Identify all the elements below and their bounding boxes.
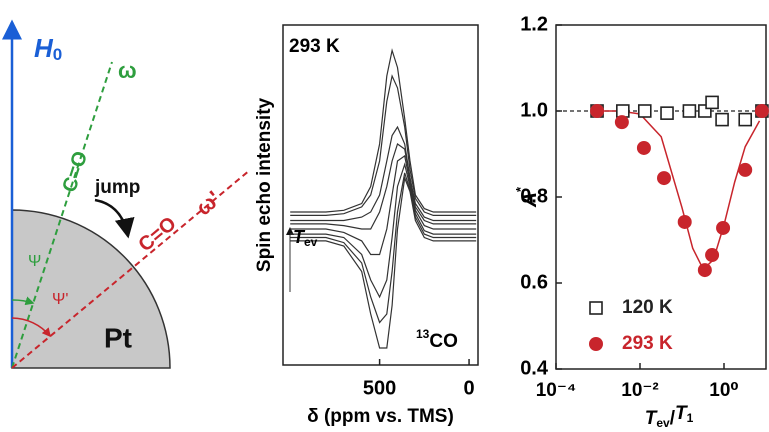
- tev-symbol: T: [293, 227, 306, 247]
- panel-annotation: 293 K: [289, 36, 340, 57]
- green-axis: [11, 61, 113, 369]
- square-marker: [660, 106, 674, 120]
- jump-arrow: [94, 198, 135, 239]
- y-tick-label: 0.6: [520, 271, 548, 293]
- circle-marker: [705, 248, 720, 263]
- x-axis-label: Tev/T1: [645, 403, 694, 430]
- pt-label: Pt: [104, 322, 132, 353]
- x-tick-label: 10⁰: [709, 380, 738, 401]
- circle-marker: [636, 140, 651, 155]
- y-tick-label: 1.0: [520, 99, 548, 121]
- y-axis-label: A*: [513, 186, 540, 208]
- circle-marker: [614, 115, 629, 130]
- circle-marker: [590, 104, 605, 118]
- y-label-symbol: A: [518, 192, 541, 208]
- x-label-subscript: ev: [656, 416, 670, 430]
- omega-label: ω: [118, 58, 137, 83]
- square-marker: [715, 112, 729, 127]
- square-marker: [705, 95, 719, 110]
- spectrum-trace: [290, 74, 477, 216]
- adsorption-diagram: H0 ω C=O jump C=O ω' Ψ Ψ' Pt: [1, 19, 251, 369]
- spectrum-trace: [290, 125, 477, 222]
- circle-marker: [716, 220, 731, 235]
- x-tick-label: 10⁻²: [621, 380, 659, 401]
- y-tick-label: 0.8: [520, 185, 548, 207]
- isotope-mass: 13: [416, 327, 430, 341]
- co-red: C=O: [135, 213, 181, 257]
- y-tick-label: 1.2: [520, 13, 548, 35]
- relaxation-panel: 0.4 0.6 0.8 1.0 1.2 10⁻⁴ 10⁻² 10⁰ 120 K 293 K A* Te…: [513, 13, 769, 430]
- tev-subscript: ev: [304, 235, 318, 249]
- circle-marker: [677, 214, 692, 229]
- x-label-part: T: [645, 408, 658, 429]
- plot-frame: [282, 24, 479, 366]
- circle-marker: [657, 171, 672, 186]
- spectra-panel: 500 0 293 K δ (ppm vs. TMS) Spin echo intens…: [254, 24, 479, 427]
- x-label-subscript: 1: [687, 411, 694, 425]
- circle-marker: [754, 104, 769, 118]
- spectrum-trace: [290, 154, 477, 256]
- circle-marker: [738, 162, 753, 177]
- square-marker: [738, 112, 753, 127]
- x-tick-label: 0: [463, 377, 474, 399]
- x-label-part: /: [670, 408, 676, 429]
- square-marker: [682, 104, 697, 118]
- isotope-molecule: CO: [429, 331, 458, 352]
- square-marker: [616, 104, 630, 118]
- fit-curve: [598, 110, 761, 271]
- y-tick-label: 0.4: [520, 357, 549, 379]
- omega-prime-label: ω': [191, 186, 225, 220]
- square-marker: [589, 301, 603, 315]
- x-tick-label: 10⁻⁴: [536, 380, 577, 401]
- field-subscript: 0: [53, 45, 62, 64]
- spectrum-trace: [290, 175, 477, 349]
- spectrum-trace: [290, 162, 477, 299]
- x-label-part: T: [675, 403, 688, 424]
- red-axis: [11, 169, 251, 369]
- field-symbol: H: [34, 33, 54, 63]
- psi-arc: [11, 296, 35, 306]
- tev-label: Tev: [293, 227, 318, 249]
- spectrum-trace: [290, 172, 477, 324]
- field-label: H0: [34, 33, 62, 65]
- spectrum-trace: [290, 48, 477, 213]
- y-label-superscript: *: [513, 186, 528, 192]
- psi-prime-arc: [11, 317, 51, 338]
- psi-prime-label: Ψ': [52, 291, 68, 308]
- psi-label: Ψ: [28, 253, 41, 270]
- spectrum-trace: [290, 143, 477, 230]
- legend-label: 120 K: [622, 297, 673, 318]
- x-axis-label: δ (ppm vs. TMS): [307, 406, 454, 427]
- circle-marker: [697, 263, 712, 278]
- co-green: C=O: [58, 149, 92, 195]
- isotope-label: 13CO: [416, 327, 458, 352]
- x-tick-label: 500: [363, 377, 396, 399]
- square-marker: [637, 104, 652, 118]
- legend-label: 293 K: [622, 333, 673, 354]
- y-axis-label: Spin echo intensity: [254, 97, 275, 272]
- circle-marker: [589, 337, 603, 351]
- jump-label: jump: [94, 177, 140, 198]
